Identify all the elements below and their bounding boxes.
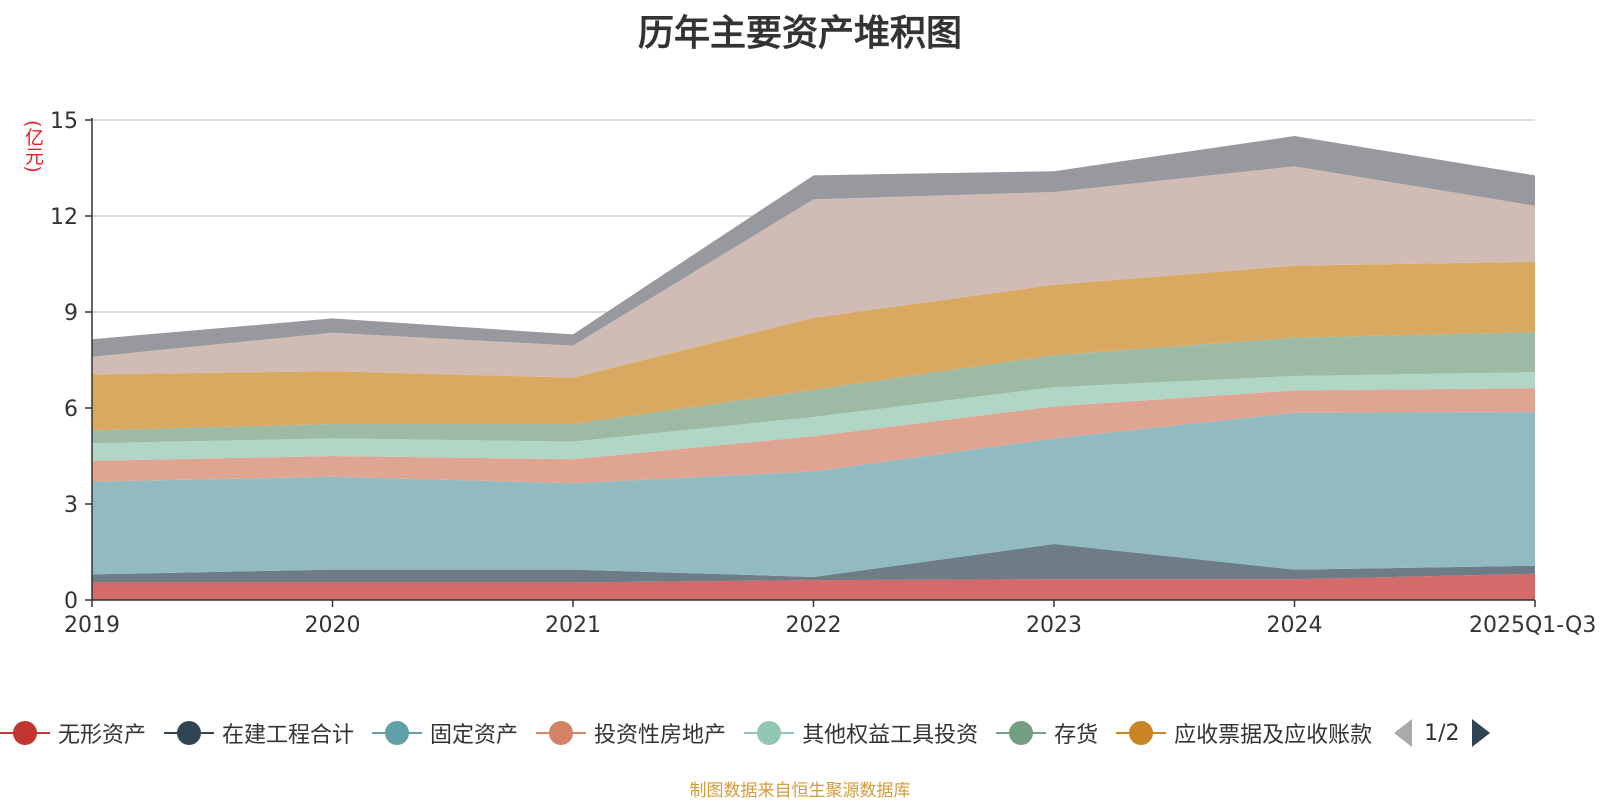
- legend-next-icon[interactable]: [1471, 719, 1490, 747]
- area-series-1: [92, 544, 1535, 583]
- x-tick-label: 2021: [545, 613, 601, 638]
- legend-item[interactable]: 其他权益工具投资: [744, 717, 978, 749]
- legend-marker-icon: [0, 719, 50, 747]
- legend-prev-icon[interactable]: [1394, 719, 1413, 747]
- stacked-area-chart: 0 3 6 9 12 15 2019 2020 2021 2022 2023 2024 2025Q1-Q…: [50, 109, 1596, 638]
- legend-marker-icon: [372, 719, 423, 747]
- area-series-2: [92, 412, 1535, 577]
- area-series-4: [92, 372, 1535, 461]
- legend-pager: 1/2: [1394, 719, 1490, 747]
- y-tick-label: 15: [50, 109, 78, 134]
- legend-label: 投资性房地产: [594, 723, 727, 748]
- y-tick-label: 0: [64, 589, 78, 614]
- legend-item[interactable]: 无形资产: [0, 717, 146, 749]
- area-series-8: [92, 136, 1535, 357]
- legend-marker-icon: [536, 719, 587, 747]
- axes: 0 3 6 9 12 15 2019 2020 2021 2022 2023 2024 2025Q1-Q…: [50, 109, 1596, 638]
- y-tick-label: 9: [64, 301, 78, 326]
- legend-label: 无形资产: [58, 723, 147, 748]
- legend-item[interactable]: 应收票据及应收账款: [1116, 717, 1372, 749]
- legend-marker-icon: [164, 719, 215, 747]
- legend-label: 在建工程合计: [222, 723, 355, 748]
- x-tick-label: 2020: [305, 613, 361, 638]
- area-series-6: [92, 261, 1535, 431]
- chart-title: 历年主要资产堆积图: [637, 13, 962, 54]
- x-tick-label: 2025Q1-Q3: [1469, 613, 1596, 638]
- legend-item[interactable]: 固定资产: [372, 717, 518, 749]
- x-tick-label: 2024: [1267, 613, 1323, 638]
- legend-label: 其他权益工具投资: [802, 723, 979, 748]
- legend-item[interactable]: 存货: [996, 717, 1098, 749]
- source-note: 制图数据来自恒生聚源数据库: [689, 781, 911, 801]
- legend-label: 存货: [1054, 723, 1099, 748]
- legend: 无形资产 在建工程合计 固定资产 投资性房地产 其他权益工具投资 存货 应收票据及应收账款 …: [0, 713, 1490, 753]
- legend-marker-icon: [996, 719, 1047, 747]
- area-series-3: [92, 388, 1535, 484]
- area-series-0: [92, 573, 1535, 600]
- legend-marker-icon: [744, 719, 795, 747]
- legend-label: 固定资产: [430, 723, 519, 748]
- area-series-7: [92, 166, 1535, 378]
- y-tick-label: 6: [64, 397, 78, 422]
- y-tick-label: 12: [50, 205, 78, 230]
- x-tick-label: 2022: [786, 613, 842, 638]
- area-series-5: [92, 332, 1535, 444]
- legend-page-indicator: 1/2: [1424, 720, 1460, 746]
- legend-marker-icon: [1116, 719, 1167, 747]
- x-tick-label: 2023: [1026, 613, 1082, 638]
- y-tick-label: 3: [64, 493, 78, 518]
- legend-item[interactable]: 在建工程合计: [164, 717, 354, 749]
- x-tick-label: 2019: [64, 613, 120, 638]
- legend-item[interactable]: 投资性房地产: [536, 717, 726, 749]
- legend-label: 应收票据及应收账款: [1174, 723, 1373, 748]
- area-series: [92, 136, 1535, 600]
- y-axis-unit-label: (亿元): [22, 120, 44, 173]
